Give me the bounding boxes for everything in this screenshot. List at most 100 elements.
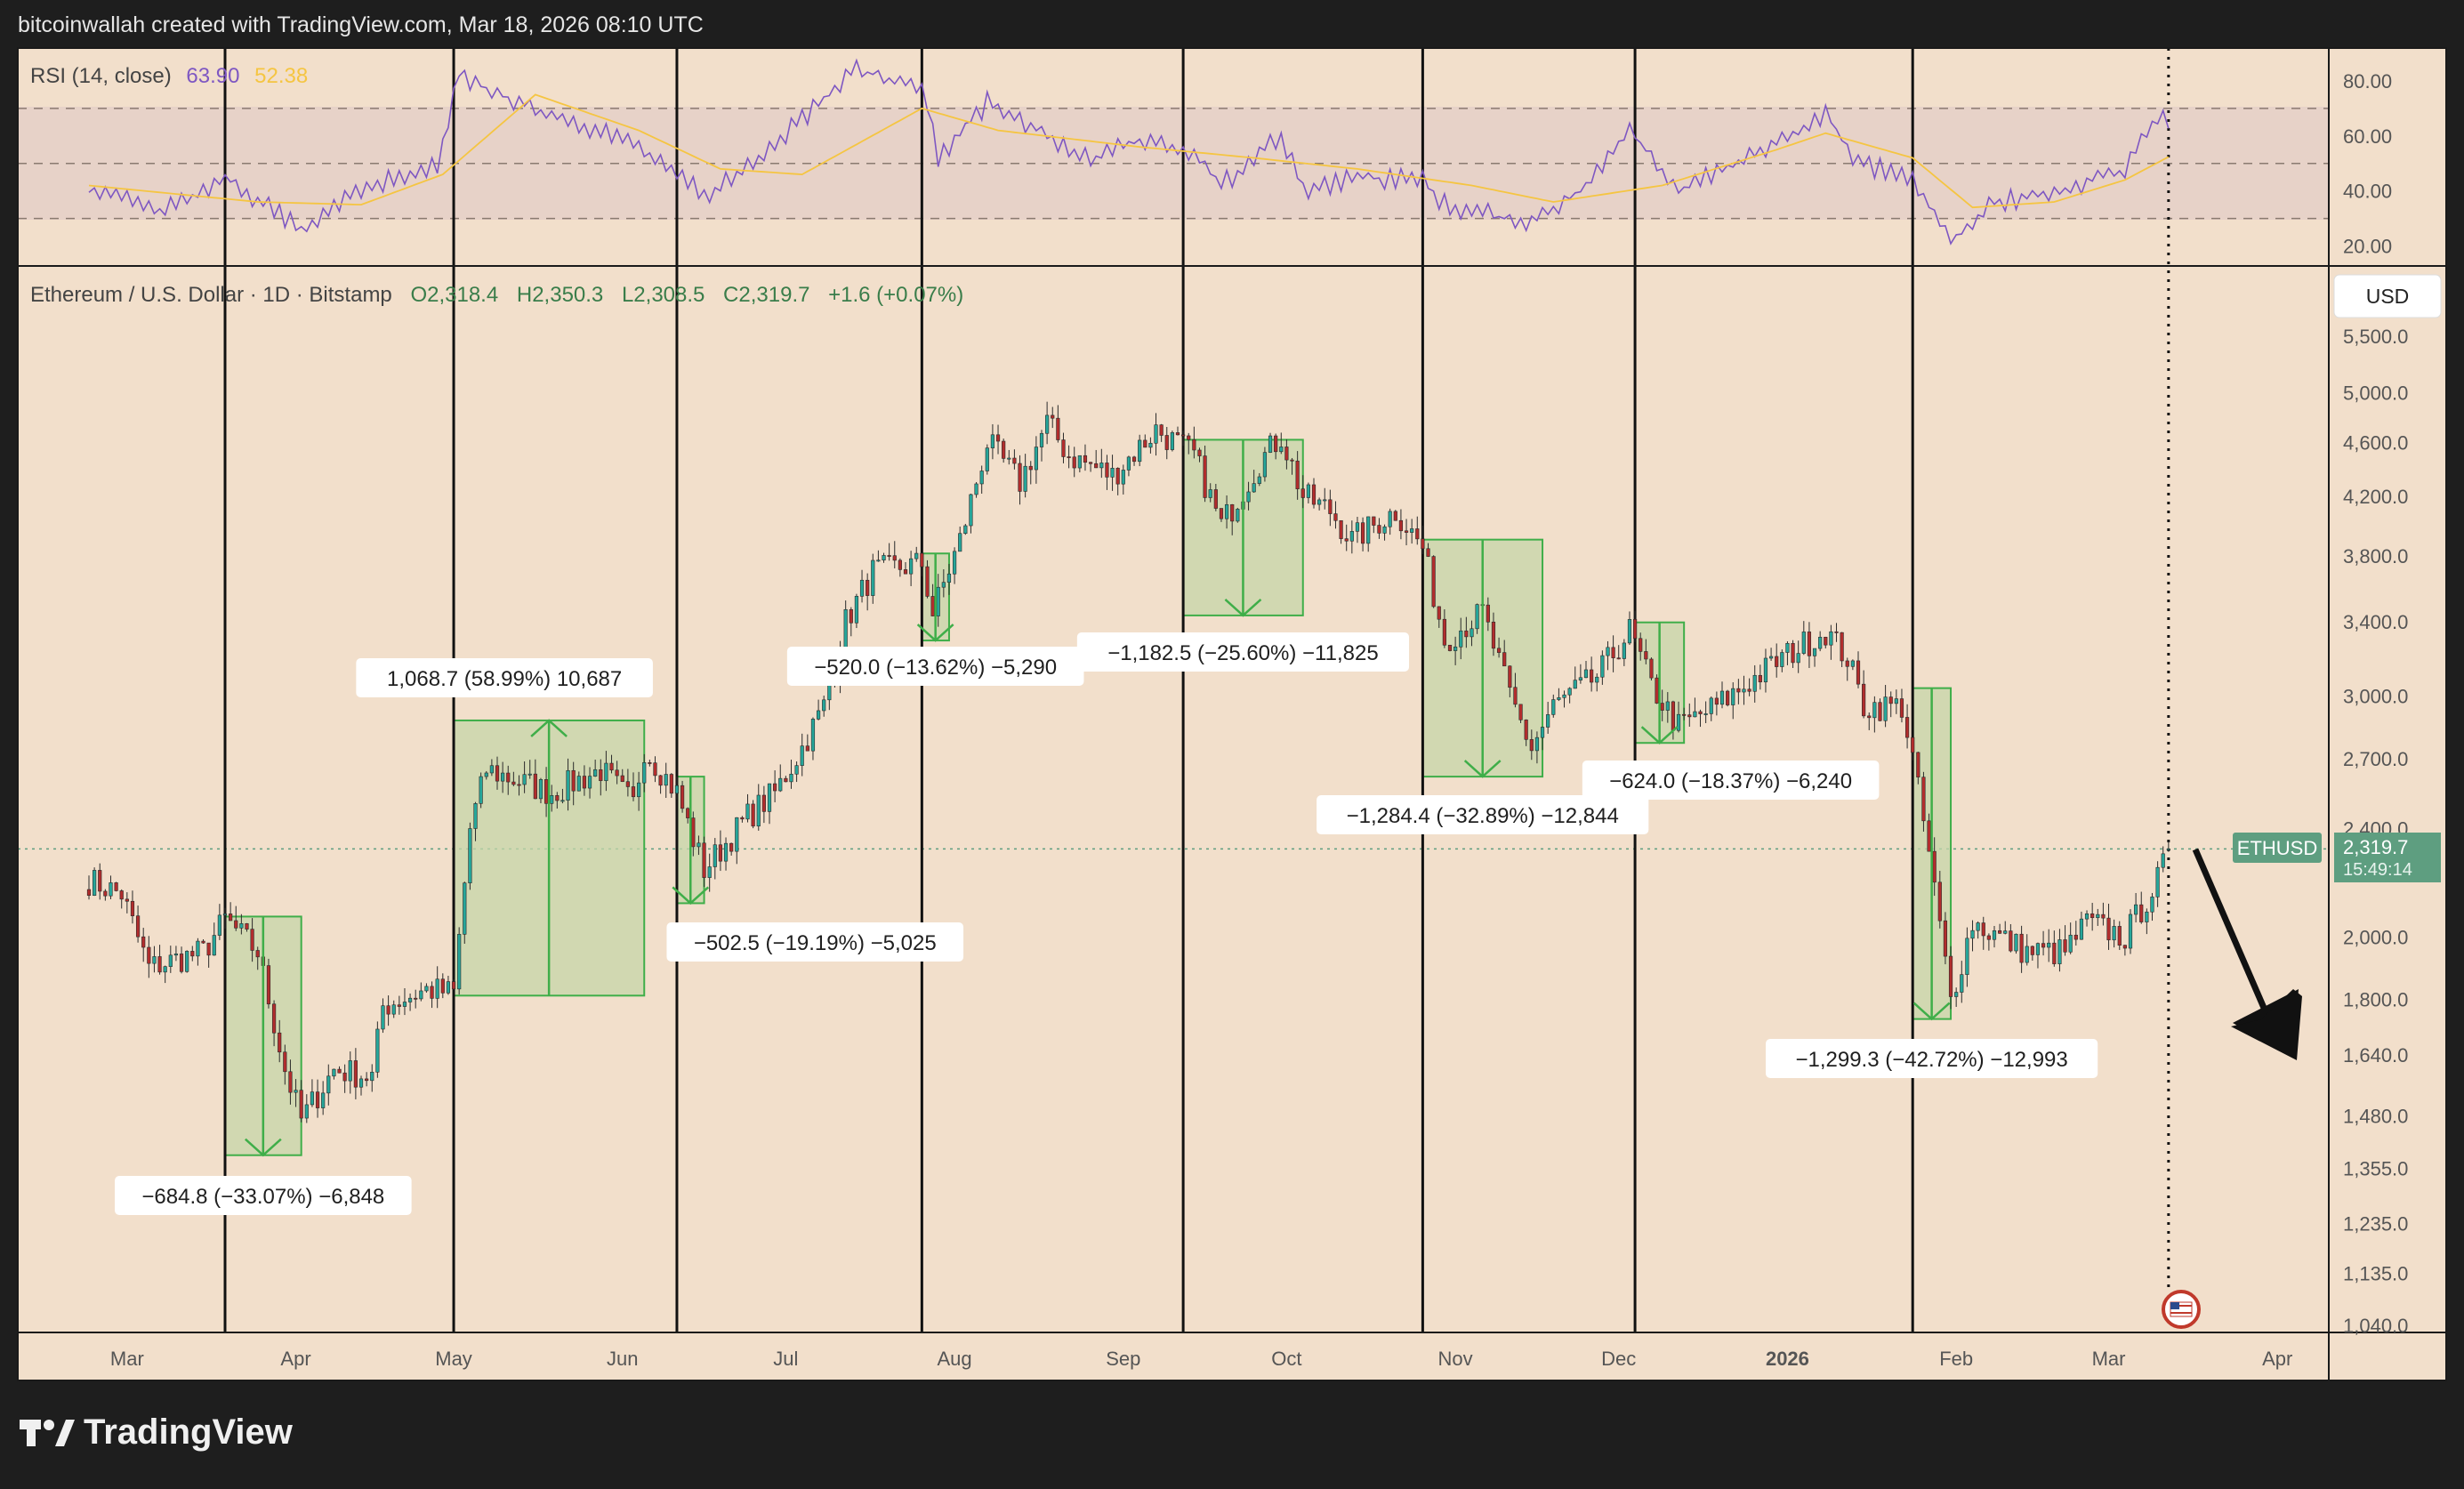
candle-body bbox=[566, 769, 570, 801]
candle-body bbox=[1415, 528, 1420, 540]
candle bbox=[2134, 892, 2138, 923]
symbol-legend[interactable]: Ethereum / U.S. Dollar · 1D · Bitstamp bbox=[30, 283, 392, 307]
measure-label[interactable]: −502.5 (−19.19%) −5,025 bbox=[666, 922, 964, 962]
candle bbox=[1164, 426, 1169, 460]
candle bbox=[1007, 449, 1011, 465]
measure-label-bg bbox=[786, 647, 1084, 686]
measure-label[interactable]: −684.8 (−33.07%) −6,848 bbox=[115, 1176, 412, 1215]
candle-body bbox=[1508, 665, 1512, 688]
candle-body bbox=[1317, 499, 1322, 505]
candle bbox=[1453, 636, 1458, 665]
candle-body bbox=[430, 986, 434, 999]
candle-body bbox=[522, 774, 527, 785]
candle bbox=[201, 938, 205, 944]
candle bbox=[822, 696, 826, 717]
candle bbox=[691, 811, 696, 857]
candle-body bbox=[1639, 638, 1643, 652]
candle bbox=[1780, 649, 1784, 672]
candle-body bbox=[963, 525, 968, 535]
candle-body bbox=[1502, 652, 1507, 667]
measure-arrow-head bbox=[1224, 598, 1262, 617]
candle bbox=[1410, 519, 1414, 544]
measure-label[interactable]: −1,182.5 (−25.60%) −11,825 bbox=[1076, 632, 1410, 672]
measure-label[interactable]: 1,068.7 (58.99%) 10,687 bbox=[356, 658, 653, 697]
svg-text:Ethereum / U.S. Dollar · 1D ·: Ethereum / U.S. Dollar · 1D · Bitstamp O… bbox=[30, 283, 963, 307]
candle-body bbox=[979, 471, 984, 485]
candle-body bbox=[1644, 651, 1648, 660]
svg-text:RSI (14, close) 63.90: RSI (14, close) 63.90 52.38 bbox=[30, 64, 308, 88]
measure-label[interactable]: −520.0 (−13.62%) −5,290 bbox=[786, 647, 1084, 686]
candle-body bbox=[1213, 489, 1218, 509]
candle-body bbox=[1061, 439, 1066, 457]
candle-body bbox=[723, 842, 729, 862]
candle-body bbox=[1442, 618, 1446, 646]
candle bbox=[767, 783, 772, 825]
candle bbox=[1018, 455, 1022, 505]
candle bbox=[854, 593, 859, 629]
candle-body bbox=[1992, 930, 1997, 940]
candle-body bbox=[1932, 850, 1937, 883]
candle bbox=[1377, 518, 1381, 539]
candle-body bbox=[849, 608, 853, 624]
candle bbox=[789, 760, 793, 789]
candle-body bbox=[925, 566, 930, 597]
rsi-legend-ma-value: 52.38 bbox=[254, 64, 308, 88]
chart-panel-border bbox=[17, 47, 2447, 1381]
tradingview-logo[interactable]: TradingView bbox=[20, 1413, 293, 1453]
measure-label[interactable]: −1,284.4 (−32.89%) −12,844 bbox=[1317, 795, 1649, 834]
candle-body bbox=[1524, 720, 1528, 740]
candle bbox=[1262, 447, 1268, 482]
candle bbox=[130, 890, 135, 924]
candle-body bbox=[1208, 489, 1212, 498]
candle bbox=[1551, 694, 1556, 718]
candle-body bbox=[914, 552, 919, 559]
candle-body bbox=[1937, 881, 1942, 922]
candle-body bbox=[337, 1068, 342, 1074]
currency-button-label[interactable]: USD bbox=[2366, 285, 2410, 308]
measure-label[interactable]: −624.0 (−18.37%) −6,240 bbox=[1582, 761, 1880, 800]
candle bbox=[1486, 597, 1490, 632]
candle bbox=[990, 423, 995, 460]
candle-body bbox=[995, 434, 1001, 442]
currency-button[interactable]: USD bbox=[2333, 274, 2442, 318]
candle-body bbox=[1154, 424, 1158, 444]
candle bbox=[1513, 672, 1518, 708]
us-flag-event-icon[interactable] bbox=[2162, 1290, 2201, 1329]
candle bbox=[196, 938, 200, 966]
tradingview-logo-icon bbox=[20, 1419, 75, 1446]
candle bbox=[1355, 517, 1360, 543]
candle-body bbox=[103, 890, 108, 897]
candle bbox=[1148, 437, 1153, 454]
candle bbox=[773, 770, 777, 802]
rsi-legend-value: 63.90 bbox=[186, 64, 239, 88]
candle-body bbox=[2063, 939, 2067, 953]
candle bbox=[511, 771, 516, 786]
candle-body bbox=[1518, 704, 1523, 720]
candle-body bbox=[697, 842, 701, 848]
candle-body bbox=[648, 762, 652, 764]
price-axis-tick: 1,640.0 bbox=[2343, 1044, 2408, 1066]
candle-body bbox=[1916, 752, 1920, 777]
candle-body bbox=[680, 785, 685, 809]
candle-body bbox=[1138, 439, 1142, 463]
price-axis-tick: 4,200.0 bbox=[2343, 486, 2408, 508]
candle-body bbox=[1627, 619, 1632, 644]
candle-body bbox=[435, 978, 439, 999]
candle-body bbox=[1056, 417, 1060, 440]
candle bbox=[332, 1068, 336, 1080]
candle bbox=[1290, 457, 1294, 475]
candle-body bbox=[1355, 522, 1360, 532]
measure-label-text: 1,068.7 (58.99%) 10,687 bbox=[387, 667, 622, 691]
candle bbox=[1496, 637, 1502, 658]
candle bbox=[473, 801, 478, 841]
candle bbox=[2052, 930, 2057, 967]
measure-label-bg bbox=[1317, 795, 1649, 834]
candle bbox=[674, 777, 680, 800]
candle bbox=[1590, 656, 1594, 692]
legend-open: O2,318.4 bbox=[410, 283, 498, 307]
candle bbox=[686, 807, 690, 824]
candle-body bbox=[463, 882, 467, 935]
candle bbox=[1627, 611, 1632, 646]
measure-label[interactable]: −1,299.3 (−42.72%) −12,993 bbox=[1766, 1039, 2098, 1078]
